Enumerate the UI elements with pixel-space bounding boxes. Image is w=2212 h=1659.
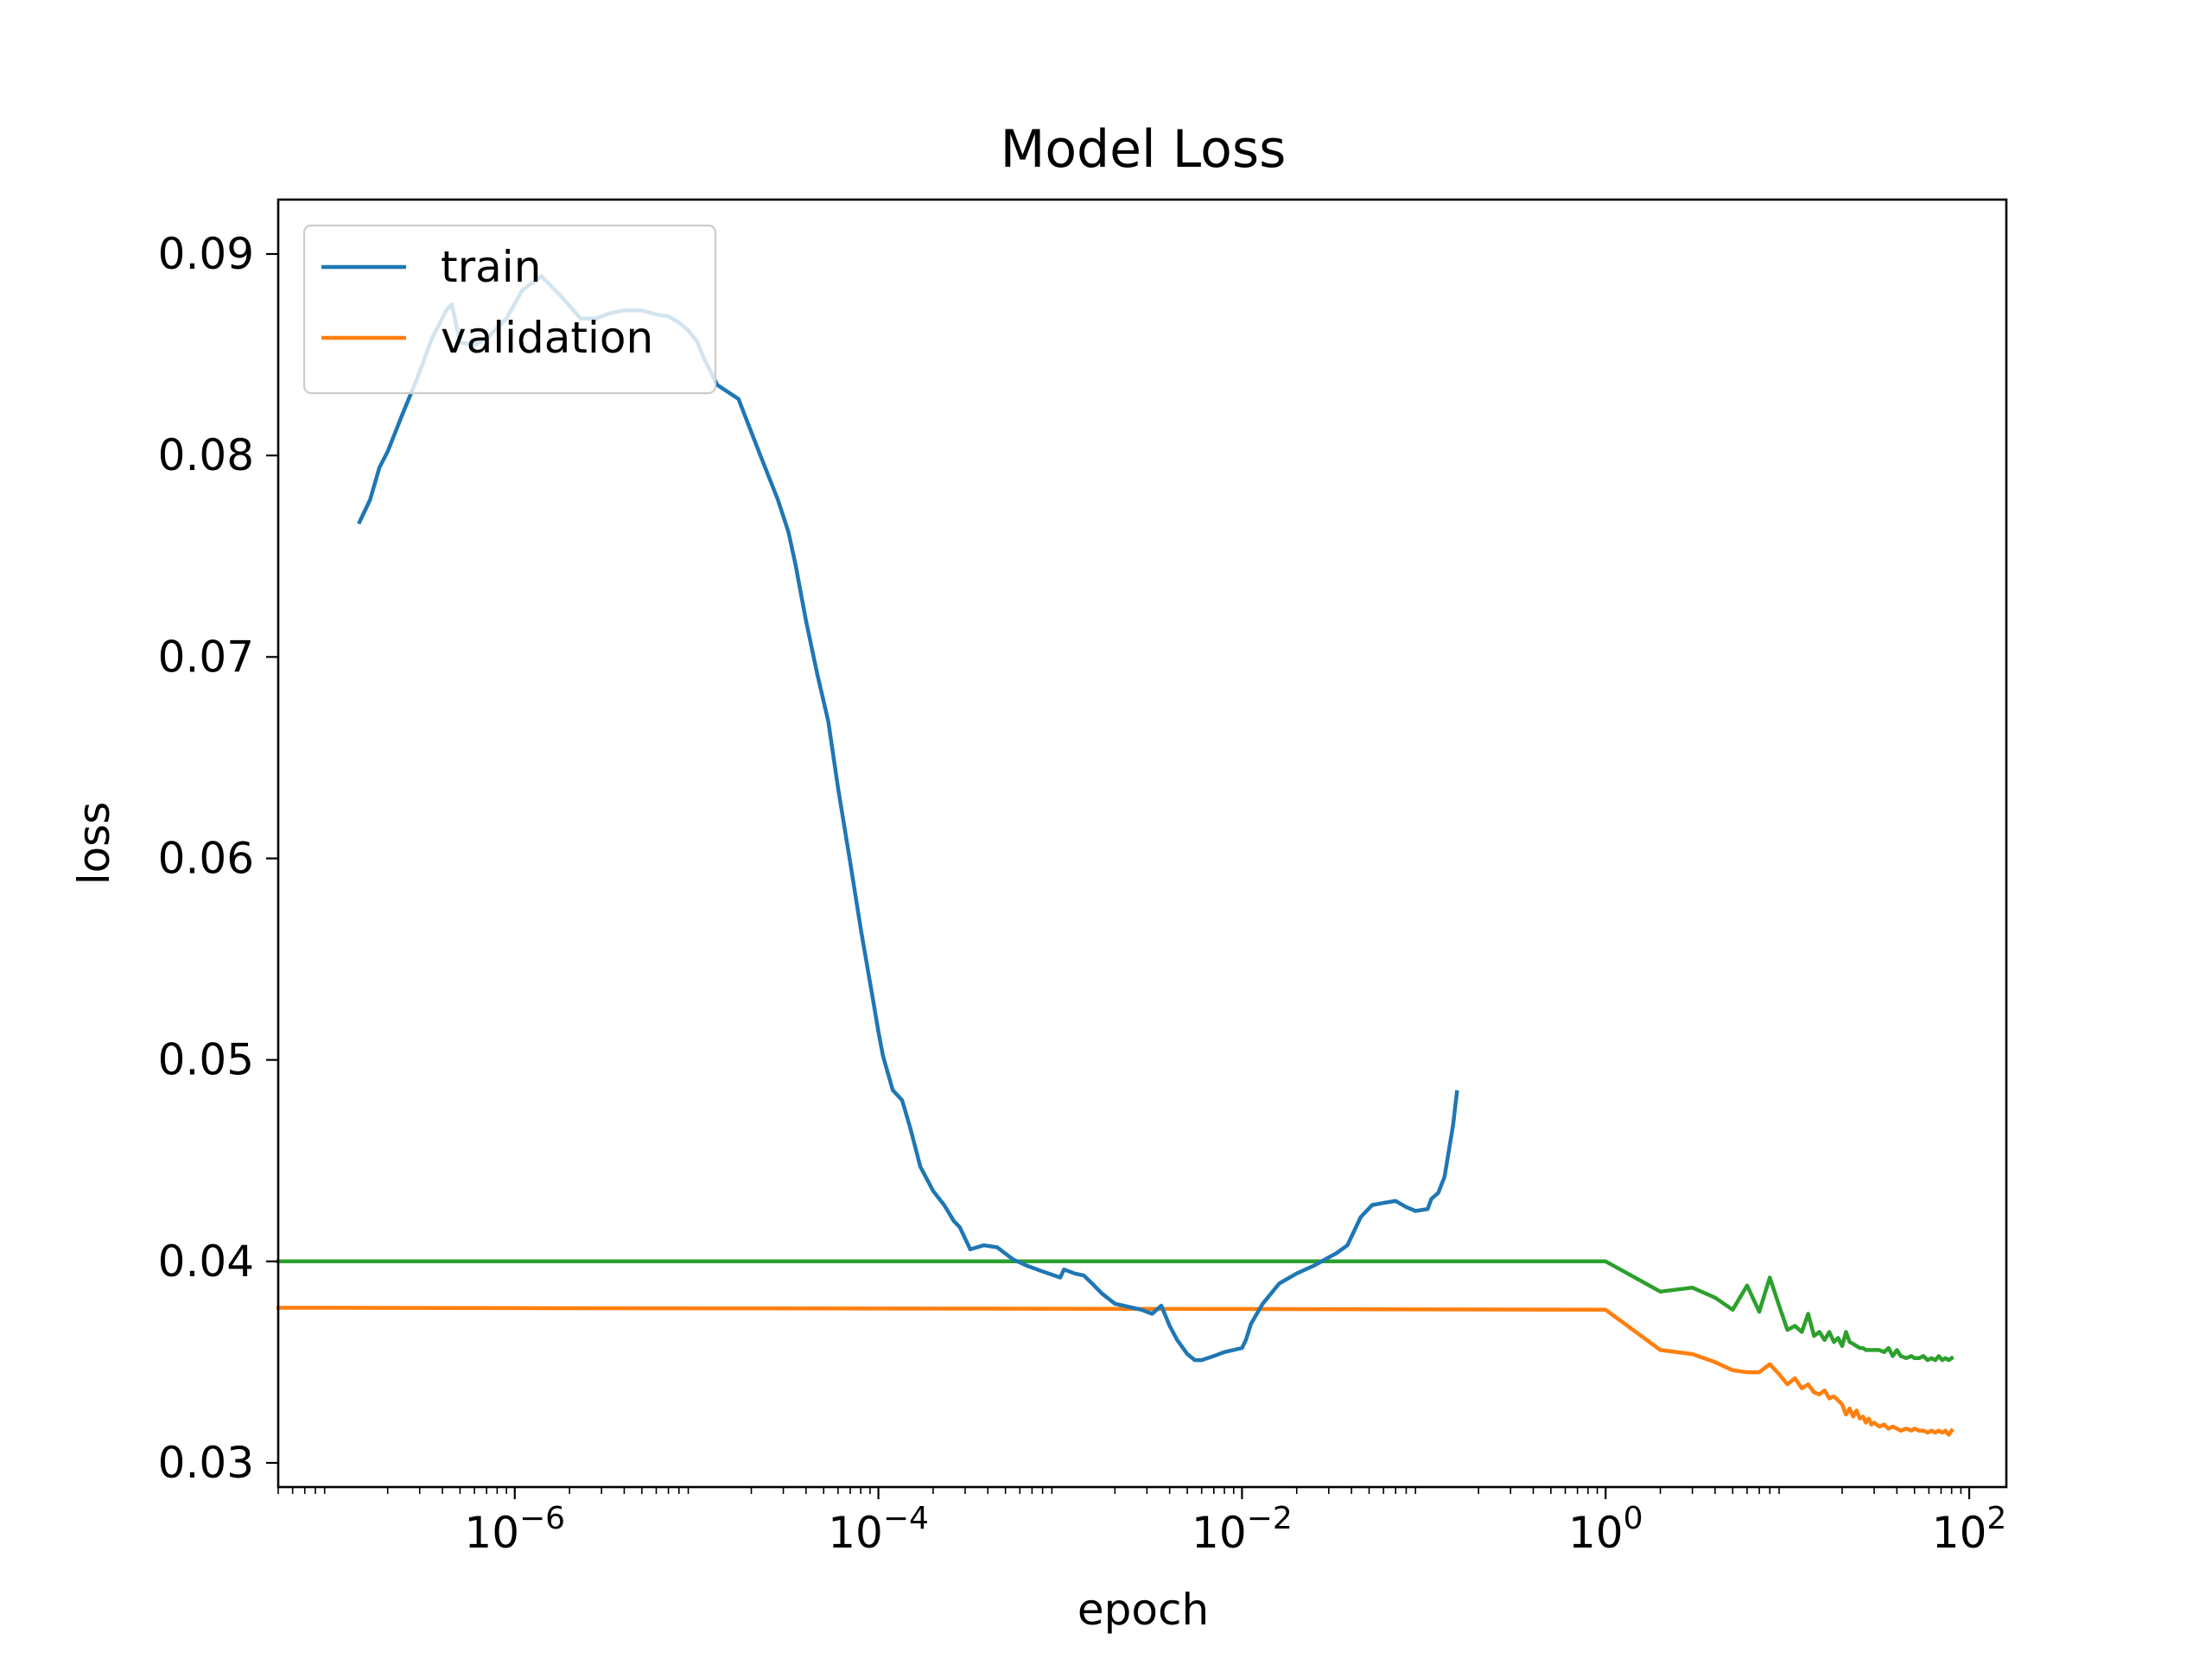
y-tick-label: 0.07 [158, 632, 254, 682]
y-axis-label: loss [69, 802, 119, 886]
y-tick-label: 0.04 [158, 1236, 254, 1287]
x-tick-label: 102 [1932, 1501, 2007, 1558]
y-axis: 0.03 0.04 0.05 0.06 0.07 0.08 0.09 [158, 229, 278, 1488]
series-line-validation [276, 1306, 1955, 1437]
x-axis: 10−6 10−4 10−2 100 102 [277, 1487, 2007, 1558]
y-tick-label: 0.09 [158, 229, 254, 279]
x-tick-label: 10−2 [1192, 1501, 1293, 1558]
axes-frame [276, 198, 2008, 1489]
legend-label-train: train [441, 242, 541, 292]
series-line-series-3 [276, 1259, 1955, 1363]
x-axis-label: epoch [1077, 1585, 1209, 1635]
x-tick-label: 10−4 [828, 1501, 929, 1558]
x-tick-label: 100 [1568, 1501, 1643, 1558]
y-tick-label: 0.08 [158, 430, 254, 480]
chart-title: Model Loss [1001, 119, 1287, 180]
y-tick-label: 0.03 [158, 1438, 254, 1488]
y-tick-label: 0.06 [158, 833, 254, 883]
legend-label-validation: validation [441, 313, 653, 363]
y-tick-label: 0.05 [158, 1035, 254, 1085]
x-tick-label: 10−6 [464, 1501, 565, 1558]
legend: train validation [302, 224, 717, 395]
legend-box [302, 224, 717, 395]
